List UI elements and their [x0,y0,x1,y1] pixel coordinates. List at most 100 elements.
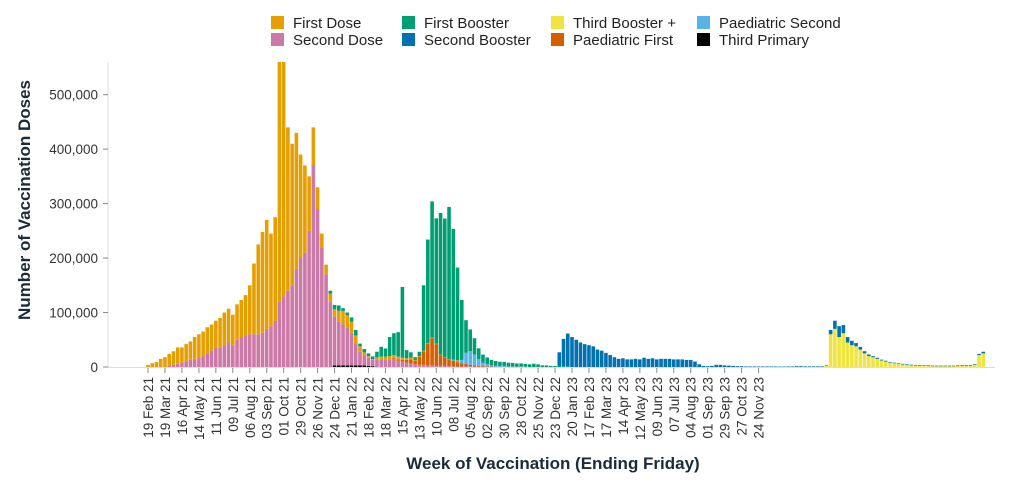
bar-second-booster [612,357,617,367]
bar-second-dose [341,324,345,366]
bar-third-booster [862,353,867,367]
bar-first-booster [536,364,540,367]
bar-paediatric-first [426,343,430,366]
x-tick-label: 29 Oct 21 [294,377,309,436]
bar-second-booster [680,359,685,368]
bar-second-booster [739,366,744,367]
bar-second-dose [205,353,210,367]
bar-first-dose [239,300,244,338]
bar-second-dose [303,252,307,368]
bar-second-booster [688,359,693,367]
x-tick-label: 21 Jan 22 [345,377,360,436]
bar-first-dose [175,347,180,364]
x-tick-label: 30 Sep 22 [497,377,512,439]
bar-second-dose [184,361,188,367]
bar-first-dose [413,359,417,362]
bar-first-dose [286,127,290,291]
bar-first-dose [154,362,159,367]
bar-second-booster [828,329,833,335]
bar-second-dose [171,364,176,367]
bar-first-booster [493,360,498,366]
bar-third-booster [837,337,841,367]
bar-first-dose [269,233,273,327]
bar-second-booster [718,364,723,367]
bar-second-dose [201,356,205,367]
bar-second-dose [320,247,324,367]
bar-first-dose [341,310,345,325]
legend-swatch-paediatric-first [551,33,564,46]
legend-swatch-third-booster [551,16,564,29]
bar-first-booster [464,320,468,353]
bar-first-booster [527,364,532,367]
bar-first-dose [315,187,320,210]
bar-second-booster [943,365,947,367]
x-tick-label: 17 Mar 23 [599,377,614,438]
legend-swatch-first-dose [271,16,284,29]
bar-first-dose [438,354,443,356]
bar-second-booster [574,339,579,367]
bar-first-dose [311,127,316,166]
bar-third-booster [917,365,922,367]
bar-second-booster [888,362,892,363]
bar-second-booster [956,365,960,366]
bar-first-booster [549,365,553,367]
bar-second-dose [413,364,417,367]
bar-first-dose [443,357,447,359]
bar-second-booster [693,361,697,367]
bar-second-dose [264,328,269,368]
x-tick-label: 18 Feb 22 [361,377,376,438]
x-axis-title: Week of Vaccination (Ending Friday) [406,454,699,473]
bar-first-dose [264,219,269,329]
bar-first-booster [349,317,354,322]
bar-first-booster [430,201,434,338]
bar-second-dose [281,296,286,367]
bar-first-dose [158,358,163,367]
bar-first-dose [358,346,362,352]
bar-second-booster [608,355,612,367]
bar-first-booster [515,363,519,367]
bar-first-dose [247,285,252,335]
bar-first-dose [430,337,434,339]
bar-second-booster [752,366,757,368]
bar-second-booster [629,359,634,368]
bar-second-dose [498,366,502,368]
bar-paediatric-second [481,362,485,367]
legend-label-paediatric-second: Paediatric Second [719,15,841,32]
y-tick-label: 300,000 [49,197,98,212]
bar-second-booster [625,359,629,368]
bar-second-booster [638,359,642,368]
bar-second-dose [459,366,464,368]
bar-first-booster [472,338,477,355]
bar-paediatric-first [464,363,468,367]
bar-third-booster [854,346,858,367]
bar-second-dose [417,364,422,367]
bar-paediatric-first [476,365,481,367]
bar-second-dose [337,321,341,366]
bar-first-dose [426,343,430,344]
bar-second-booster [841,325,846,334]
bar-paediatric-first [434,344,439,366]
bar-paediatric-second [502,366,506,367]
bar-second-booster [744,366,748,368]
bar-second-booster [837,326,841,338]
bar-third-booster [824,365,829,367]
bar-second-booster [858,346,863,350]
bar-second-booster [565,333,570,367]
bar-first-dose [192,337,197,359]
bar-paediatric-first [430,338,434,366]
bar-second-dose [438,365,443,367]
bar-first-dose [231,314,235,346]
bar-paediatric-second [498,366,502,367]
bar-first-dose [205,327,210,354]
bar-first-dose [201,331,205,357]
bar-third-booster [943,365,947,367]
bar-third-booster [883,361,888,367]
bar-first-dose [404,358,409,360]
bar-second-dose [451,366,456,368]
bar-first-dose [324,264,328,275]
bar-third-primary [332,365,337,367]
bar-second-booster [650,358,655,367]
y-tick-label: 200,000 [49,251,98,266]
bar-second-dose [375,359,379,368]
x-tick-label: 05 Aug 22 [463,377,478,438]
